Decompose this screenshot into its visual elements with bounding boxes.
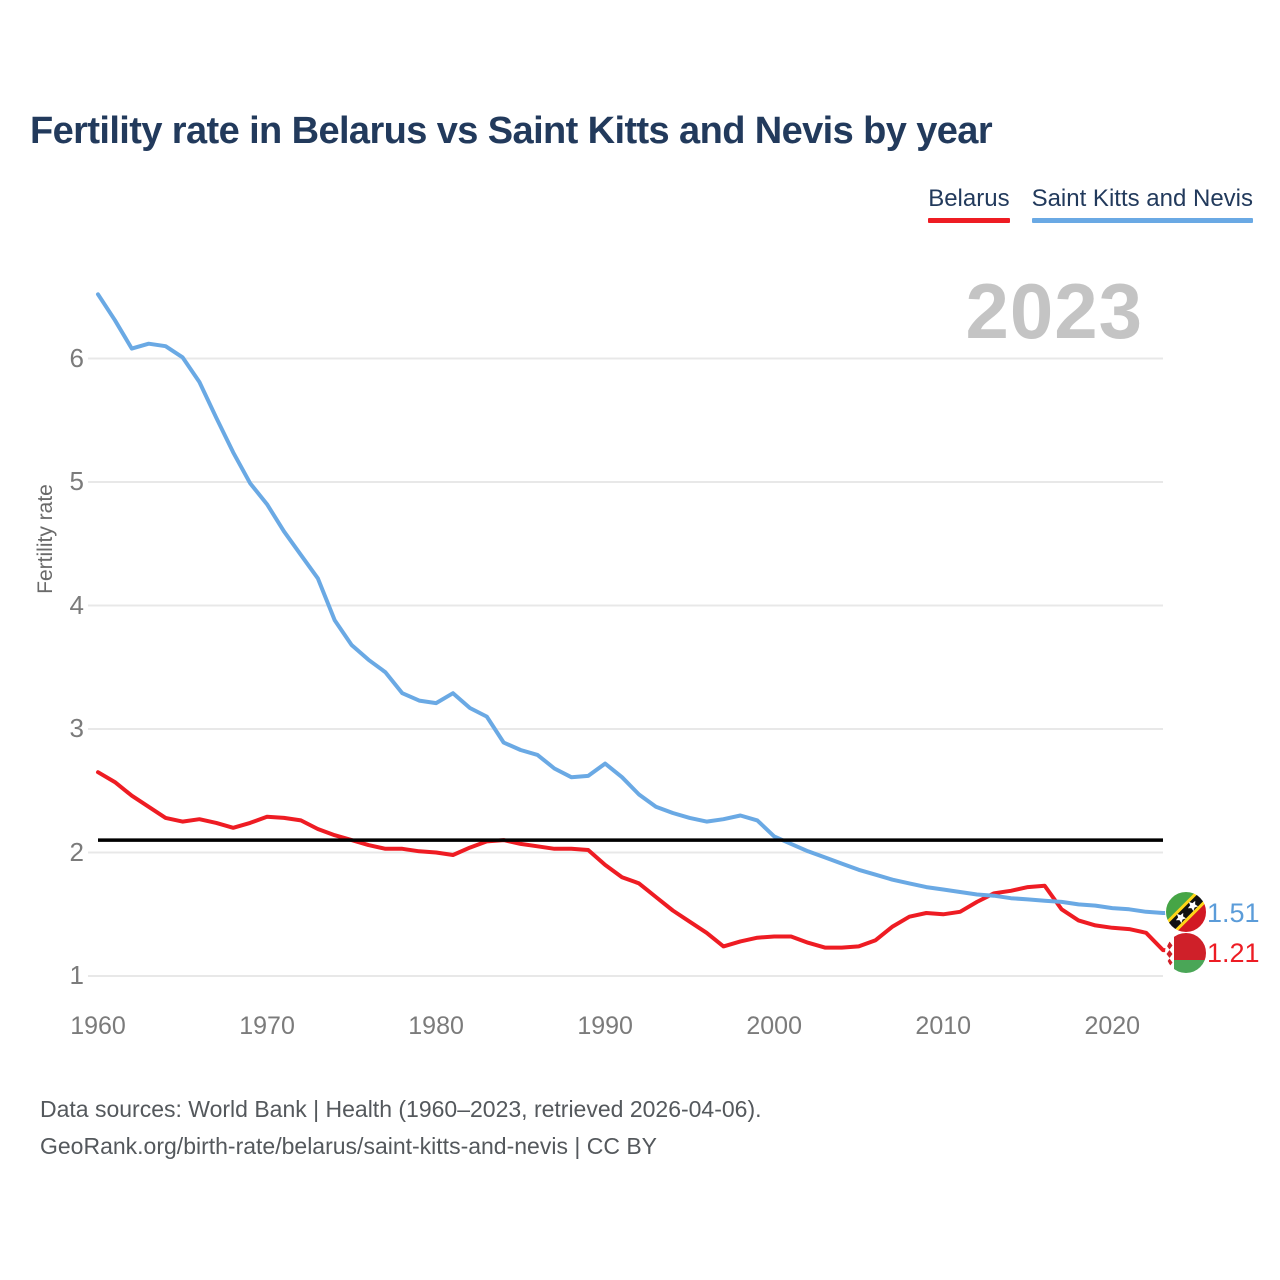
x-tick-label-2020: 2020	[1084, 1012, 1141, 1040]
y-tick-label-3: 3	[69, 713, 84, 743]
y-tick-label-1: 1	[69, 960, 84, 990]
data-series-lines	[96, 292, 1175, 953]
x-tick-label-1990: 1990	[577, 1012, 633, 1040]
legend-color-bar-saint-kitts-and-nevis	[1031, 218, 1253, 223]
x-tick-label-1980: 1980	[408, 1012, 464, 1040]
legend: Belarus Saint Kitts and Nevis	[928, 185, 1253, 223]
legend-label-saint-kitts-and-nevis: Saint Kitts and Nevis	[1031, 185, 1253, 212]
legend-item-belarus[interactable]: Belarus	[928, 185, 1010, 223]
x-tick-label-2000: 2000	[746, 1012, 802, 1040]
gridlines	[88, 357, 1163, 977]
y-tick-label-6: 6	[69, 342, 84, 373]
footer: Data sources: World Bank | Health (1960–…	[40, 1091, 762, 1165]
legend-color-bar-belarus	[928, 218, 1010, 223]
y-tick-label-4: 4	[69, 589, 84, 620]
saint-kitts-and-nevis-line	[96, 292, 1175, 915]
x-tick-label-2010: 2010	[915, 1012, 972, 1040]
data-sources-line: Data sources: World Bank | Health (1960–…	[40, 1096, 762, 1122]
year-watermark: 2023	[965, 267, 1143, 355]
belarus-line	[96, 770, 1175, 953]
y-tick-label-2: 2	[69, 836, 84, 867]
saint-kitts-and-nevis-flag-icon	[1165, 891, 1207, 933]
end-value-label-belarus: 1.21	[1207, 938, 1260, 968]
y-tick-label-5: 5	[69, 466, 84, 496]
attribution-line: GeoRank.org/birth-rate/belarus/saint-kit…	[40, 1133, 658, 1159]
legend-label-belarus: Belarus	[928, 185, 1010, 212]
page-title: Fertility rate in Belarus vs Saint Kitts…	[30, 110, 993, 152]
legend-item-saint-kitts-and-nevis[interactable]: Saint Kitts and Nevis	[1031, 185, 1253, 223]
belarus-flag-icon	[1165, 932, 1207, 974]
x-tick-label-1960: 1960	[70, 1012, 126, 1040]
end-value-label-saint-kitts-and-nevis: 1.51	[1207, 898, 1260, 928]
x-tick-label-1970: 1970	[239, 1012, 295, 1040]
